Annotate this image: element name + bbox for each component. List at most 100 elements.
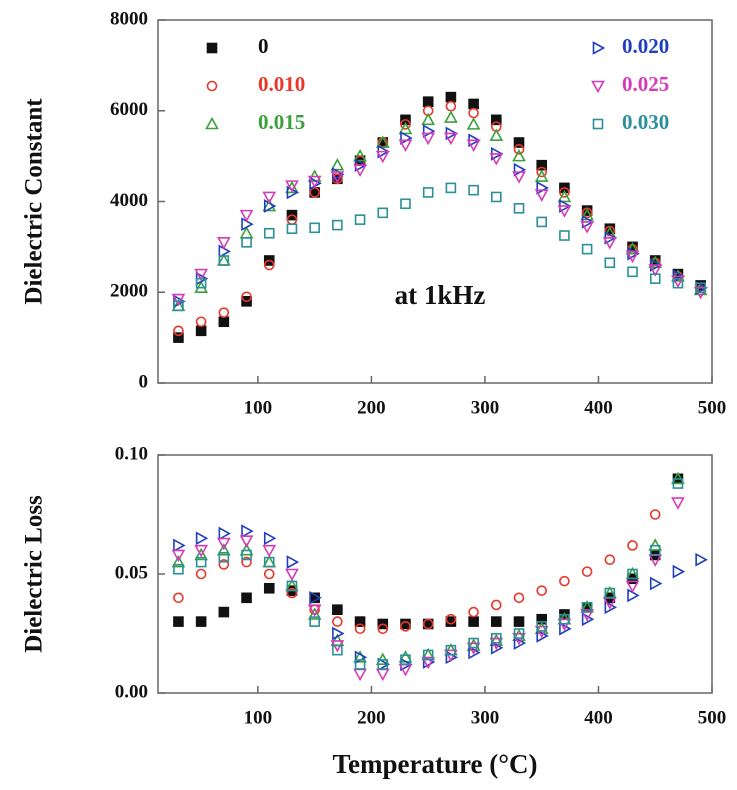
marker: [263, 531, 277, 546]
marker: [332, 219, 343, 231]
marker: [422, 618, 434, 630]
marker: [559, 575, 570, 587]
marker: [195, 531, 209, 546]
y-tick-label: 2000: [110, 281, 148, 302]
marker: [173, 616, 184, 627]
marker: [513, 144, 525, 155]
marker: [375, 668, 390, 682]
x-tick-label: 500: [698, 707, 727, 728]
x-tick-label: 300: [471, 397, 500, 418]
marker: [559, 613, 570, 625]
marker: [241, 556, 252, 568]
marker: [581, 566, 593, 577]
marker: [468, 606, 479, 618]
legend-marker: [592, 41, 606, 55]
marker: [695, 282, 706, 294]
legend-label: 0.030: [622, 110, 669, 134]
marker: [241, 217, 254, 232]
marker: [173, 332, 184, 343]
marker: [513, 592, 525, 604]
marker: [171, 293, 186, 307]
marker: [627, 568, 638, 580]
marker: [400, 654, 411, 665]
marker: [241, 237, 252, 248]
marker: [421, 112, 436, 126]
marker: [581, 243, 593, 255]
marker: [444, 132, 458, 146]
marker: [309, 616, 320, 627]
marker: [491, 616, 502, 627]
marker: [241, 592, 252, 604]
marker: [353, 650, 367, 663]
marker: [354, 616, 366, 627]
marker: [400, 621, 411, 632]
marker: [491, 632, 502, 644]
marker: [263, 582, 275, 594]
marker: [263, 568, 275, 580]
marker: [581, 602, 593, 613]
legend-marker: [206, 42, 218, 54]
marker: [330, 171, 345, 184]
x-tick-label: 100: [244, 397, 273, 418]
y-axis-label: Dielectric Loss: [21, 495, 48, 653]
marker: [285, 568, 299, 582]
marker: [354, 214, 366, 225]
marker: [263, 259, 275, 271]
marker: [580, 609, 594, 622]
marker: [195, 277, 207, 289]
marker: [307, 607, 322, 620]
marker: [400, 119, 411, 130]
marker: [512, 171, 526, 184]
marker: [171, 554, 186, 568]
marker: [627, 266, 638, 278]
annotation: at 1kHz: [395, 280, 486, 310]
marker: [422, 96, 434, 107]
y-tick-label: 6000: [110, 99, 148, 120]
marker: [445, 182, 457, 194]
marker: [421, 132, 436, 146]
marker: [649, 576, 663, 591]
marker: [625, 580, 640, 594]
marker: [194, 268, 208, 282]
marker: [534, 169, 549, 182]
marker: [513, 137, 525, 148]
x-tick-label: 500: [698, 397, 727, 418]
marker: [398, 121, 413, 135]
marker: [604, 257, 616, 269]
marker: [627, 588, 640, 603]
marker: [513, 628, 525, 639]
marker: [353, 164, 367, 177]
marker: [377, 623, 389, 635]
marker: [353, 148, 367, 162]
marker: [491, 191, 502, 203]
marker: [468, 637, 479, 649]
marker: [400, 198, 411, 210]
marker: [286, 580, 298, 592]
marker: [536, 166, 548, 178]
marker: [375, 150, 390, 164]
marker: [171, 549, 186, 563]
marker: [671, 497, 685, 510]
y-tick-label: 0.10: [115, 443, 148, 464]
marker: [468, 184, 479, 196]
marker: [218, 244, 232, 259]
marker: [309, 222, 320, 234]
legend-marker: [592, 118, 604, 130]
y-tick-label: 0.05: [115, 562, 148, 583]
marker: [332, 626, 345, 641]
marker: [332, 604, 343, 616]
marker: [649, 544, 661, 556]
marker: [377, 659, 389, 670]
marker: [194, 544, 208, 558]
marker: [489, 128, 504, 142]
marker: [422, 649, 434, 661]
marker: [445, 613, 457, 625]
marker: [285, 180, 299, 193]
marker: [491, 599, 502, 611]
y-tick-label: 8000: [110, 8, 148, 29]
marker: [559, 230, 570, 241]
marker: [263, 199, 277, 213]
marker: [218, 316, 230, 328]
x-tick-label: 400: [584, 707, 613, 728]
